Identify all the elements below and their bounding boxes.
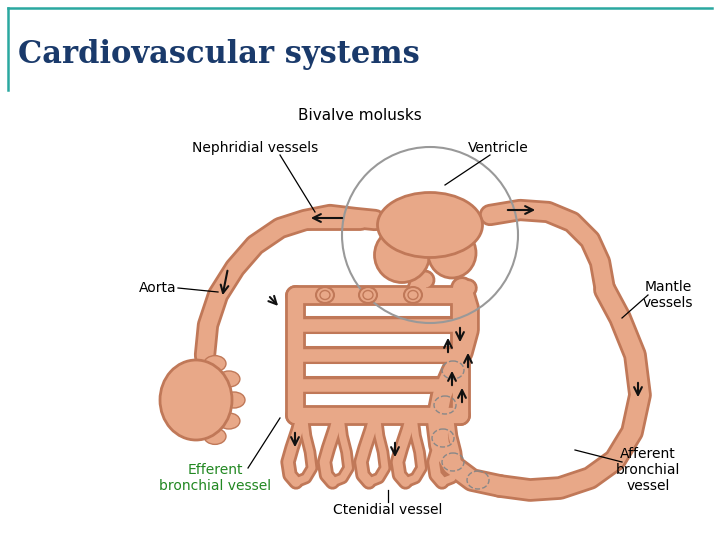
Text: Aorta: Aorta bbox=[139, 281, 177, 295]
Ellipse shape bbox=[160, 360, 232, 440]
Ellipse shape bbox=[428, 228, 476, 278]
Ellipse shape bbox=[374, 227, 430, 282]
Ellipse shape bbox=[204, 428, 226, 444]
Text: Efferent
bronchial vessel: Efferent bronchial vessel bbox=[159, 463, 271, 493]
Ellipse shape bbox=[316, 287, 334, 303]
Ellipse shape bbox=[218, 413, 240, 429]
Text: Ctenidial vessel: Ctenidial vessel bbox=[333, 503, 443, 517]
Ellipse shape bbox=[218, 371, 240, 387]
Text: Bivalve molusks: Bivalve molusks bbox=[298, 107, 422, 123]
Ellipse shape bbox=[404, 287, 422, 303]
Text: Afferent
bronchial
vessel: Afferent bronchial vessel bbox=[616, 447, 680, 493]
Text: Mantle
vessels: Mantle vessels bbox=[643, 280, 693, 310]
Text: Nephridial vessels: Nephridial vessels bbox=[192, 141, 318, 155]
Ellipse shape bbox=[377, 192, 482, 258]
Ellipse shape bbox=[223, 392, 245, 408]
Ellipse shape bbox=[204, 356, 226, 372]
Text: Cardiovascular systems: Cardiovascular systems bbox=[18, 39, 420, 71]
Text: Ventricle: Ventricle bbox=[467, 141, 528, 155]
Ellipse shape bbox=[359, 287, 377, 303]
